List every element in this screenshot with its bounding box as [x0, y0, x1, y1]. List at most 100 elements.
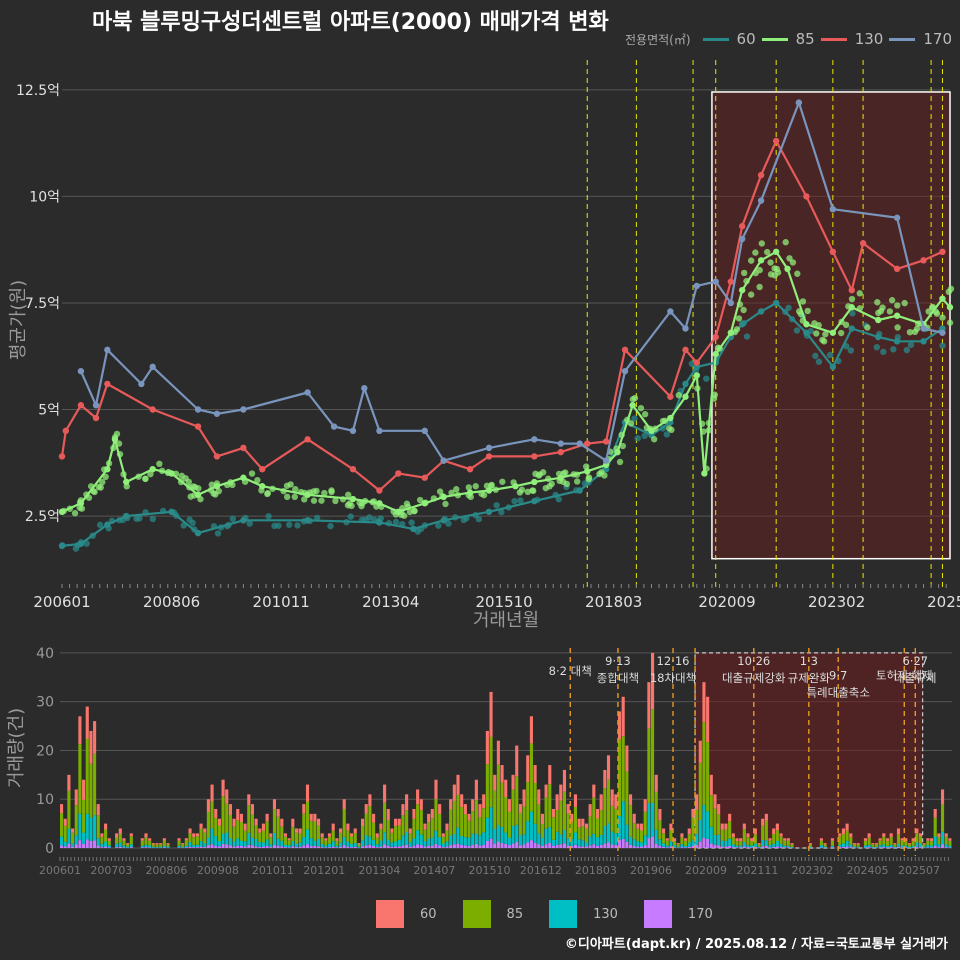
volume-bar-seg-85 [162, 840, 166, 846]
volume-bar-seg-130 [379, 840, 383, 847]
volume-bar-seg-130 [669, 841, 673, 847]
volume-bar [717, 804, 721, 848]
volume-bar-seg-130 [882, 844, 886, 848]
volume-bar [599, 794, 603, 848]
volume-bar-seg-60 [929, 838, 934, 842]
volume-bar-seg-130 [210, 828, 214, 845]
price-point-60 [168, 508, 175, 516]
volume-bar [548, 765, 552, 848]
price-dot-85 [804, 307, 811, 315]
volume-bar-seg-130 [386, 839, 390, 846]
volume-bar [496, 740, 500, 848]
volume-bar-seg-130 [783, 845, 787, 848]
volume-bar-seg-85 [85, 738, 89, 814]
volume-bar [434, 779, 438, 848]
volume-bar-seg-170 [889, 847, 893, 848]
volume-bar-seg-60 [239, 813, 243, 822]
volume-bar [706, 696, 710, 848]
volume-bar-seg-170 [584, 846, 589, 848]
price-dot-85 [480, 491, 488, 499]
volume-bar-seg-170 [188, 846, 192, 848]
volume-bar-seg-130 [327, 843, 332, 848]
volume-bar-seg-170 [783, 847, 787, 848]
volume-x-tick-label: 201201 [303, 864, 345, 877]
volume-bar-seg-85 [67, 790, 71, 829]
volume-bar [144, 833, 148, 848]
volume-bar [313, 813, 317, 848]
volume-bar [85, 706, 89, 848]
volume-bar-seg-170 [298, 846, 302, 848]
bar-legend-swatch-130 [549, 900, 578, 928]
volume-bar-seg-130 [676, 846, 680, 848]
volume-bar [203, 828, 207, 848]
volume-bar-seg-85 [195, 836, 199, 845]
volume-bar-seg-170 [349, 847, 354, 848]
volume-bar-seg-130 [937, 844, 941, 848]
volume-bar-seg-130 [918, 843, 923, 848]
volume-bar-seg-85 [852, 844, 857, 847]
price-point-130 [829, 248, 837, 256]
volume-bar-seg-60 [702, 682, 706, 722]
volume-bar-seg-85 [742, 829, 746, 843]
volume-bar-seg-85 [302, 813, 306, 838]
volume-bar [823, 843, 827, 848]
price-dot-85 [747, 291, 755, 298]
price-dot-85 [573, 478, 581, 485]
volume-bar-seg-170 [940, 844, 945, 848]
price-point-85 [376, 500, 383, 507]
volume-bar [764, 813, 768, 848]
price-point-60 [485, 508, 493, 516]
volume-bar-seg-85 [280, 826, 284, 841]
volume-annotation: 종합대책 [597, 671, 639, 685]
volume-bar-seg-130 [735, 845, 739, 848]
volume-bar-seg-85 [243, 830, 247, 842]
volume-bar-seg-130 [632, 839, 636, 846]
volume-bar [327, 833, 332, 848]
volume-bar [684, 838, 688, 848]
volume-bar-seg-85 [214, 817, 218, 837]
volume-bar [559, 784, 563, 848]
volume-bar-seg-85 [838, 836, 842, 845]
volume-bar-seg-170 [695, 844, 699, 848]
volume-bar-seg-170 [456, 843, 460, 848]
volume-bar-seg-60 [349, 833, 354, 837]
price-point-130 [939, 248, 946, 256]
price-dot-85 [208, 481, 215, 488]
volume-bar-seg-85 [438, 813, 442, 838]
volume-bar [940, 789, 945, 848]
volume-bar-seg-170 [915, 846, 919, 848]
volume-bar-seg-170 [555, 844, 559, 848]
volume-bar [867, 833, 871, 848]
volume-bar-seg-60 [206, 799, 210, 812]
volume-bar [199, 823, 203, 848]
volume-bar-seg-130 [302, 837, 306, 846]
volume-bar-seg-60 [584, 823, 589, 829]
price-point-170 [149, 363, 156, 371]
volume-bar-seg-60 [82, 779, 86, 800]
price-point-170 [757, 197, 765, 204]
volume-annotation: 6·27 [902, 654, 928, 668]
volume-bar-seg-85 [772, 833, 776, 844]
volume-bar-seg-130 [493, 828, 497, 844]
volume-bar-seg-170 [239, 845, 243, 848]
volume-bar-seg-60 [254, 818, 258, 826]
volume-bar-seg-85 [676, 844, 680, 847]
volume-bar-seg-60 [85, 706, 89, 739]
volume-bar-seg-85 [709, 795, 713, 827]
volume-bar-seg-60 [298, 828, 302, 834]
volume-bar-seg-130 [467, 837, 471, 846]
volume-bar-seg-170 [709, 843, 713, 848]
volume-bar [265, 813, 269, 848]
volume-bar-seg-130 [434, 830, 438, 844]
volume-bar-seg-130 [654, 829, 658, 844]
price-point-85 [194, 491, 202, 498]
price-dot-85 [888, 297, 896, 304]
volume-bar-seg-170 [379, 846, 383, 848]
price-point-60 [58, 542, 66, 550]
volume-bar-seg-170 [742, 846, 746, 848]
volume-bar-seg-130 [665, 845, 669, 848]
volume-bar [617, 711, 622, 848]
volume-bar-seg-130 [276, 838, 280, 846]
volume-bar [383, 784, 387, 848]
volume-bar-seg-130 [485, 817, 489, 841]
